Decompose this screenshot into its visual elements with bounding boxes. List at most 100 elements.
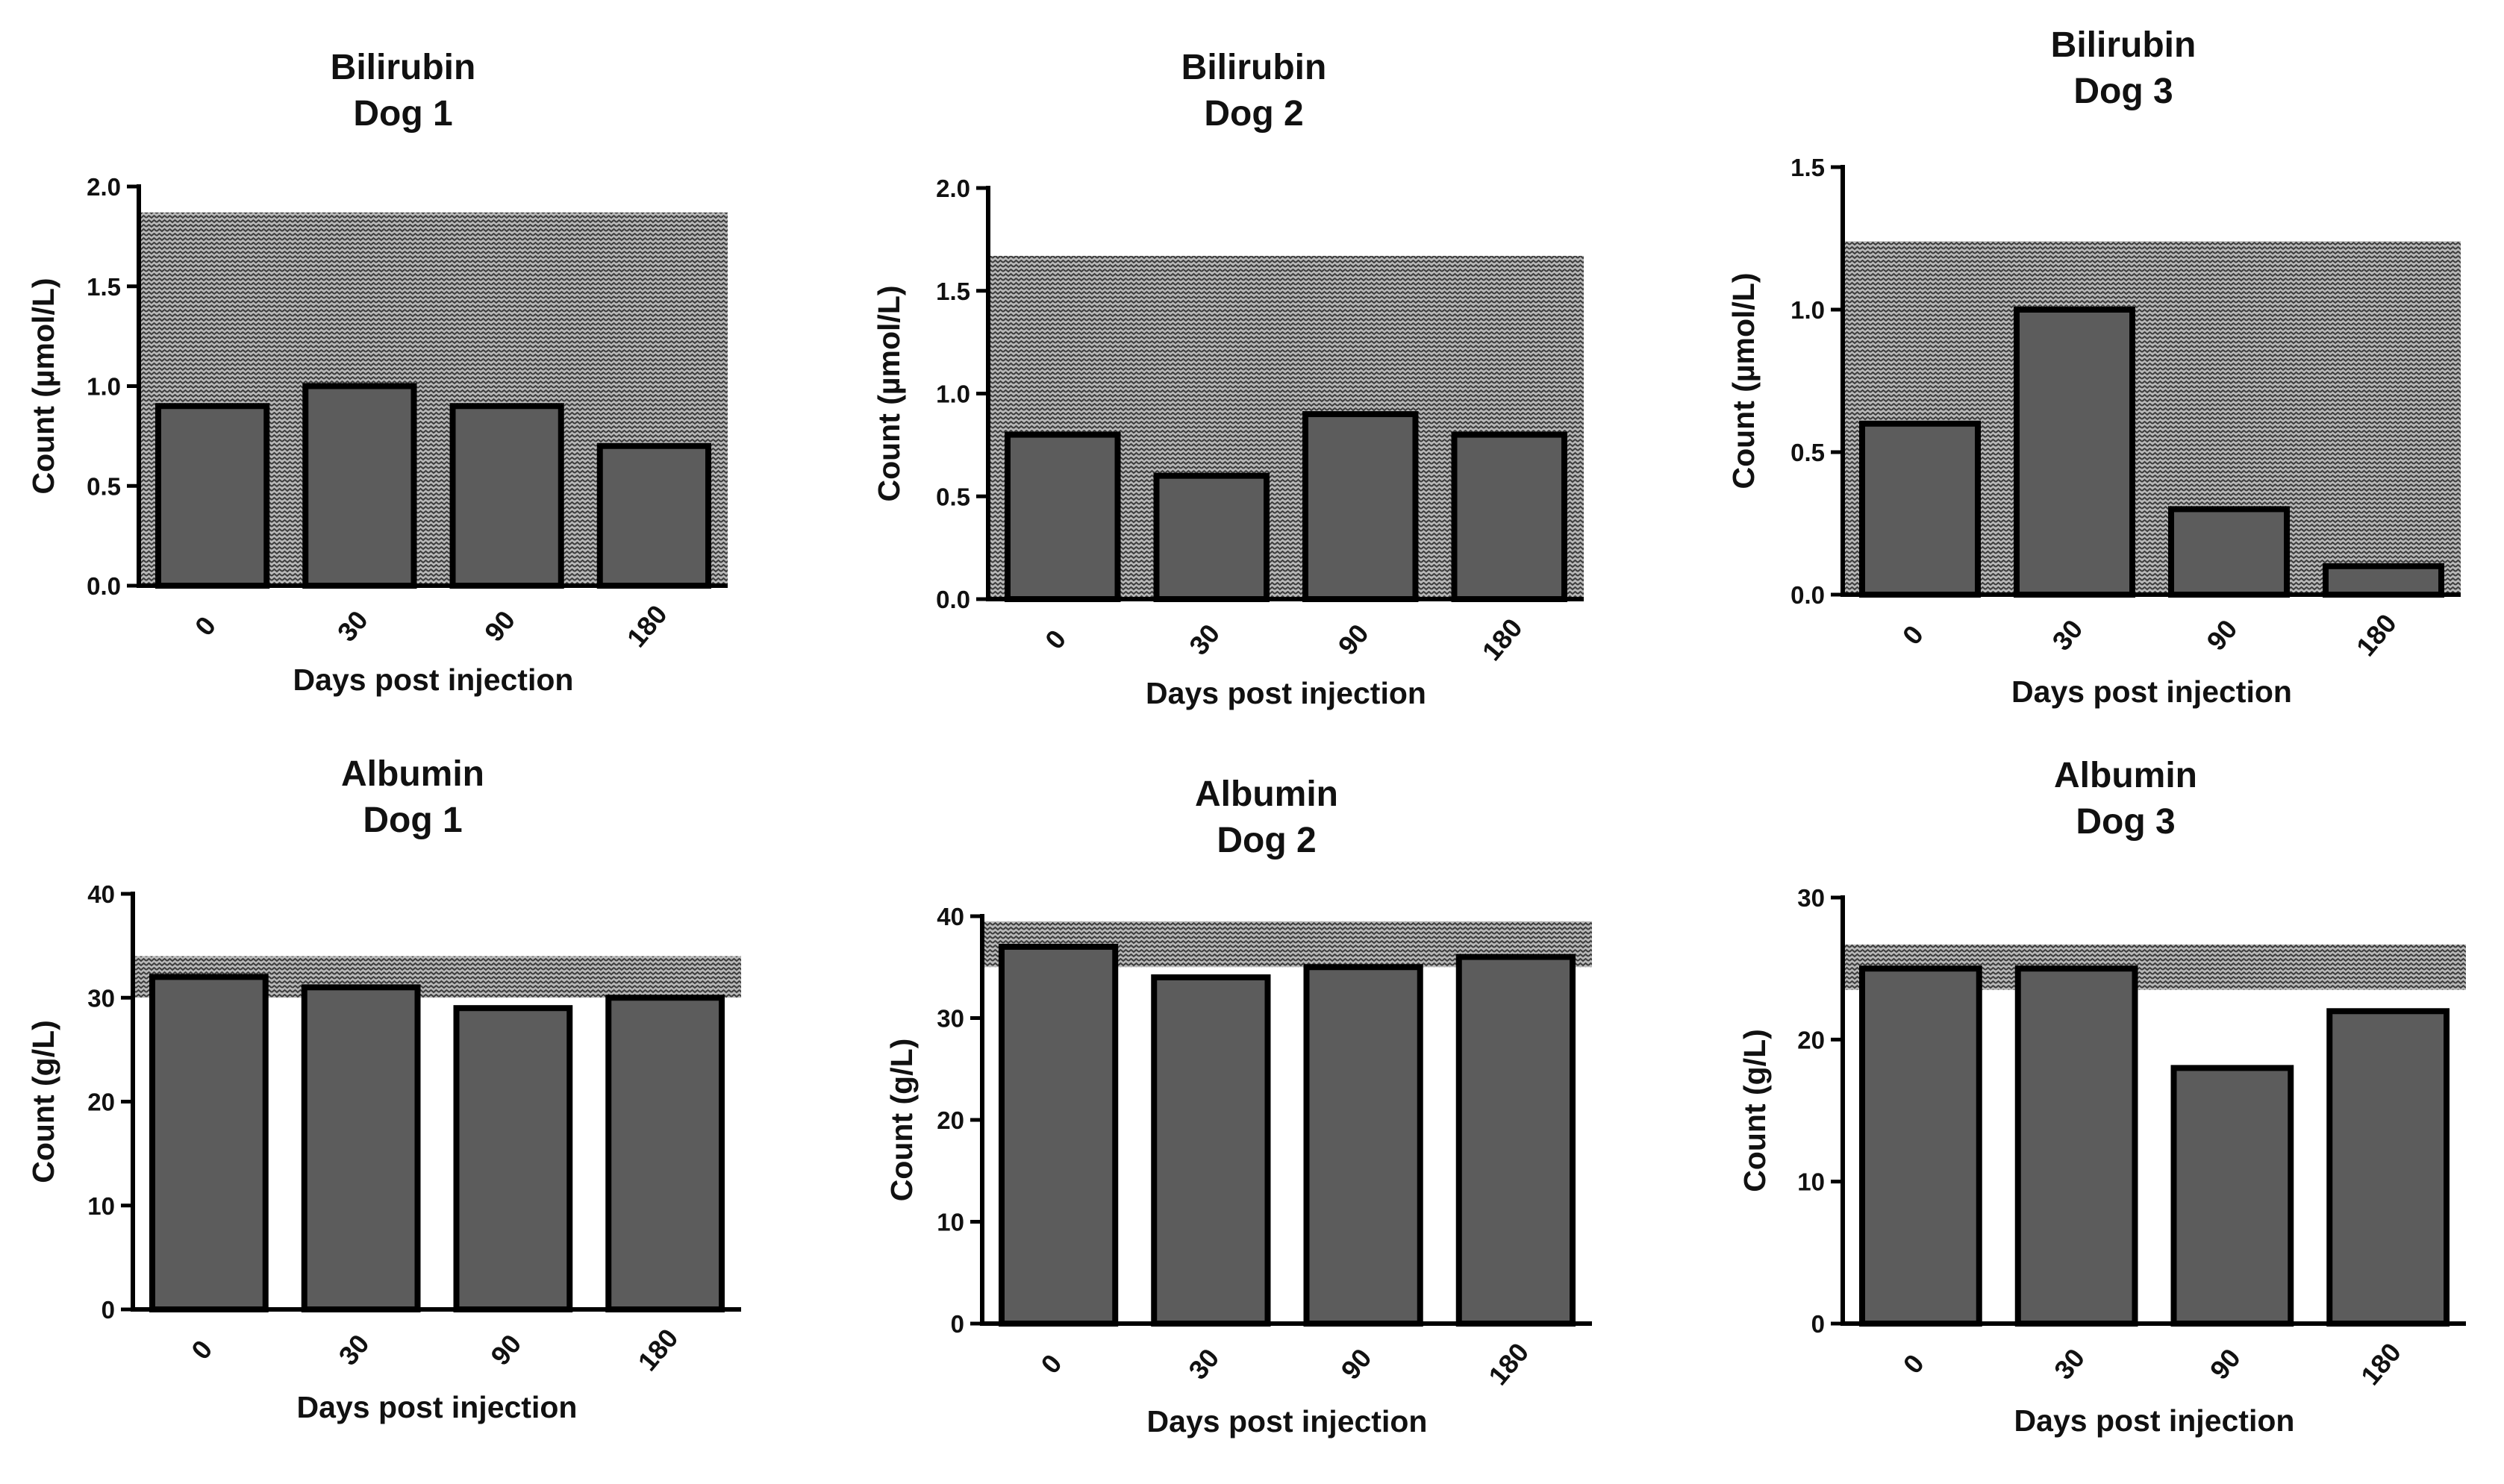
y-axis-label: Count (µmol/L)	[1726, 272, 1761, 489]
x-tick-label: 0	[1896, 619, 1929, 651]
bar-day-30	[2014, 307, 2135, 598]
y-tick-label: 20	[87, 1089, 115, 1116]
bar-day-30	[1151, 974, 1271, 1327]
x-tick-label: 0	[1039, 624, 1072, 655]
chart-title-line2: Dog 3	[2076, 802, 2175, 842]
x-tick-label: 0	[185, 1334, 218, 1365]
chart-panel-5: 0 30 90 180 0 10 20 30 40 Albumin Dog 2 Days post i…	[884, 774, 1592, 1438]
bar-day-180	[1451, 431, 1567, 602]
bar-day-180	[1455, 954, 1576, 1327]
x-axis-label: Days post injection	[2014, 1403, 2295, 1438]
bar-day-0	[149, 974, 269, 1313]
y-tick-label: 30	[937, 1005, 964, 1033]
bar-day-180	[596, 442, 711, 589]
x-tick-label: 90	[1332, 618, 1375, 660]
y-tick-label: 2.0	[936, 175, 970, 202]
y-tick-label: 0.0	[87, 572, 121, 600]
y-tick-label: 20	[937, 1106, 964, 1134]
bar-day-180	[2323, 563, 2444, 598]
x-tick-label: 30	[2048, 1342, 2091, 1385]
y-axis-label: Count (µmol/L)	[26, 278, 60, 494]
y-tick-label: 1.5	[1790, 154, 1825, 181]
bar-day-90	[1303, 964, 1423, 1327]
chart-panel-1: 0 30 90 180 0.0 0.5 1.0 1.5 2.0 Bilirubin Dog 1 Day…	[26, 48, 728, 697]
x-tick-label: 90	[2204, 1342, 2247, 1385]
y-tick-label: 1.0	[87, 373, 121, 401]
x-tick-label: 90	[484, 1328, 527, 1371]
chart-title-line1: Albumin	[341, 754, 484, 794]
y-tick-label: 10	[937, 1209, 964, 1236]
bar-day-90	[449, 403, 564, 589]
chart-panel-3: 0 30 90 180 0.0 0.5 1.0 1.5 Bilirubin Dog 3 Days p…	[1726, 25, 2461, 709]
x-tick-label: 90	[2200, 613, 2243, 656]
bar-day-180	[605, 995, 725, 1312]
chart-title-line1: Bilirubin	[2051, 25, 2197, 65]
y-tick-label: 0	[951, 1310, 964, 1338]
chart-title-line1: Bilirubin	[1181, 48, 1327, 87]
chart-title-line1: Albumin	[2054, 756, 2197, 795]
y-tick-label: 1.5	[87, 273, 121, 301]
x-axis-label: Days post injection	[1147, 1404, 1428, 1438]
y-tick-label: 0.5	[1790, 439, 1825, 466]
x-tick-label: 180	[2350, 608, 2402, 662]
bar-day-90	[2170, 1065, 2294, 1327]
bar-day-0	[1859, 965, 1982, 1327]
y-tick-label: 20	[1797, 1026, 1825, 1053]
y-tick-label: 1.0	[936, 381, 970, 408]
bar-day-30	[2014, 965, 2138, 1327]
bar-day-0	[1859, 420, 1981, 598]
x-tick-label: 180	[2355, 1337, 2407, 1391]
bar-day-90	[2168, 506, 2290, 598]
chart-panel-2: 0 30 90 180 0.0 0.5 1.0 1.5 2.0 Bilirubin Dog 2 Day…	[872, 48, 1584, 710]
bar-day-30	[302, 383, 417, 589]
chart-title-line1: Bilirubin	[331, 48, 476, 87]
chart-panel-4: 0 30 90 180 0 10 20 30 40 Albumin Dog 1 Days post i…	[26, 754, 741, 1424]
y-tick-label: 0.5	[87, 472, 121, 500]
y-tick-label: 0.0	[936, 586, 970, 613]
bar-day-30	[301, 984, 421, 1312]
x-tick-label: 90	[1334, 1342, 1377, 1385]
chart-title-line1: Albumin	[1195, 774, 1338, 814]
x-tick-label: 0	[1034, 1348, 1067, 1380]
x-tick-label: 180	[1476, 613, 1529, 666]
x-tick-label: 180	[1482, 1337, 1534, 1391]
y-tick-label: 0.0	[1790, 581, 1825, 609]
chart-title-line2: Dog 2	[1204, 94, 1303, 134]
x-axis-label: Days post injection	[1146, 676, 1426, 710]
y-tick-label: 30	[1797, 884, 1825, 912]
y-tick-label: 40	[937, 903, 964, 930]
chart-panel-6: 0 30 90 180 0 10 20 30 Albumin Dog 3 Days post inj…	[1737, 756, 2466, 1438]
bar-day-0	[1005, 431, 1121, 602]
chart-title-line2: Dog 1	[353, 94, 452, 134]
chart-title-line2: Dog 3	[2073, 72, 2173, 111]
y-tick-label: 1.5	[936, 278, 970, 305]
y-tick-label: 0.5	[936, 483, 970, 510]
x-tick-label: 90	[478, 604, 521, 647]
y-tick-label: 0	[1811, 1310, 1825, 1338]
x-tick-label: 30	[332, 1328, 375, 1371]
x-tick-label: 0	[189, 610, 222, 642]
bar-day-90	[1302, 411, 1419, 602]
x-axis-label: Days post injection	[293, 663, 574, 697]
bar-day-0	[155, 403, 270, 589]
y-axis-label: Count (g/L)	[26, 1020, 60, 1183]
x-tick-label: 30	[1183, 618, 1226, 660]
bar-day-30	[1153, 472, 1270, 603]
x-tick-label: 180	[621, 599, 673, 653]
y-tick-label: 30	[87, 984, 115, 1012]
y-tick-label: 10	[87, 1192, 115, 1220]
x-tick-label: 180	[632, 1323, 684, 1377]
x-tick-label: 0	[1897, 1348, 1930, 1380]
y-axis-label: Count (µmol/L)	[872, 285, 906, 501]
chart-title-line2: Dog 2	[1217, 821, 1316, 860]
y-axis-label: Count (g/L)	[1737, 1029, 1772, 1192]
chart-title-line2: Dog 1	[363, 801, 462, 840]
bar-day-180	[2326, 1008, 2450, 1327]
x-axis-label: Days post injection	[2011, 674, 2292, 709]
y-tick-label: 0	[102, 1296, 115, 1324]
y-tick-label: 40	[87, 880, 115, 908]
y-tick-label: 10	[1797, 1168, 1825, 1196]
y-axis-label: Count (g/L)	[884, 1039, 919, 1202]
y-tick-label: 2.0	[87, 173, 121, 201]
